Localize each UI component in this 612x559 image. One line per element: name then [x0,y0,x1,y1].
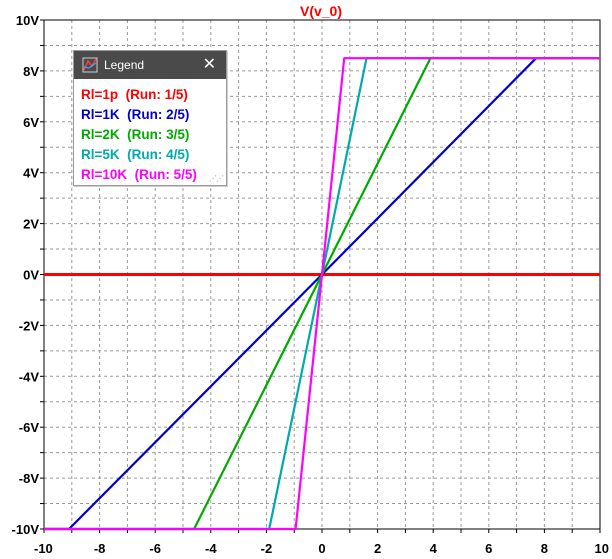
y-tick-label: -6V [19,420,40,435]
legend-entry-1[interactable]: Rl=1p (Run: 1/5) [81,87,188,102]
x-tick-label: 2 [374,541,381,556]
legend-entry-2[interactable]: Rl=1K (Run: 2/5) [81,107,190,122]
y-tick-label: -2V [19,318,40,333]
x-tick-label: -2 [261,541,273,556]
legend-entries: Rl=1p (Run: 1/5) Rl=1K (Run: 2/5) Rl=2K (R… [74,79,226,185]
chart-legend-icon [82,57,98,73]
series-lines [44,57,600,531]
y-tick-label: -4V [19,369,40,384]
y-tick-label: 2V [23,217,39,232]
x-tick-label: 4 [430,541,438,556]
x-tick-label: -4 [205,541,217,556]
y-tick-label: 6V [23,115,39,130]
y-tick-label: 8V [23,64,39,79]
chart-title: V(v_0) [300,3,342,19]
y-tick-labels: 10V 8V 6V 4V 2V 0V -2V -4V -6V -8V -10V [12,13,40,537]
x-tick-label: 6 [485,541,492,556]
y-tick-label: 10V [16,13,39,28]
y-tick-label: 0V [23,268,39,283]
legend-entry-4[interactable]: Rl=5K (Run: 4/5) [81,147,190,162]
x-tick-label: 10 [595,541,609,556]
legend-title: Legend [104,58,145,72]
legend-entry-5[interactable]: Rl=10K (Run: 5/5) [81,167,197,182]
close-icon[interactable]: ✕ [202,56,216,73]
x-tick-label: -8 [94,541,106,556]
legend-entry-3[interactable]: Rl=2K (Run: 3/5) [81,127,190,142]
y-tick-label: -8V [19,471,40,486]
x-tick-label: 8 [541,541,548,556]
y-tick-label: 4V [23,166,39,181]
legend-window[interactable]: Legend ✕ Rl=1p (Run: 1/5) Rl=1K (Run: 2/5… [73,50,227,186]
x-tick-label: 0 [318,541,325,556]
x-tick-label: -6 [149,541,161,556]
y-tick-label: -10V [12,522,40,537]
resize-grip-icon[interactable]: ⋰⋰ [209,174,224,183]
x-tick-label: -10 [34,541,53,556]
x-tick-labels: -10 -8 -6 -4 -2 0 2 4 6 8 10 [34,541,609,556]
series-line-5 [44,57,600,531]
legend-header[interactable]: Legend ✕ [74,51,226,79]
